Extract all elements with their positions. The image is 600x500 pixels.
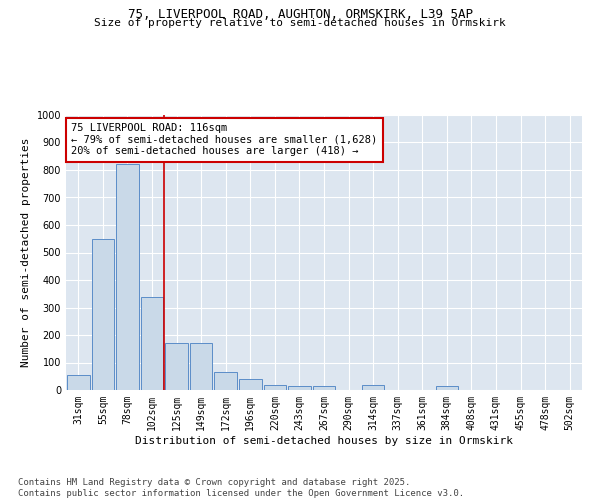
Bar	[362, 384, 385, 390]
Bar	[140, 296, 163, 390]
Text: Size of property relative to semi-detached houses in Ormskirk: Size of property relative to semi-detach…	[94, 18, 506, 28]
Bar	[214, 372, 237, 390]
Y-axis label: Number of semi-detached properties: Number of semi-detached properties	[21, 138, 31, 367]
Bar	[239, 379, 262, 390]
Bar	[288, 386, 311, 390]
Bar	[190, 343, 212, 390]
Text: Contains HM Land Registry data © Crown copyright and database right 2025.
Contai: Contains HM Land Registry data © Crown c…	[18, 478, 464, 498]
Bar	[313, 386, 335, 390]
X-axis label: Distribution of semi-detached houses by size in Ormskirk: Distribution of semi-detached houses by …	[135, 436, 513, 446]
Bar	[116, 164, 139, 390]
Bar	[263, 384, 286, 390]
Bar	[436, 386, 458, 390]
Bar	[67, 375, 89, 390]
Bar	[165, 343, 188, 390]
Bar	[92, 240, 114, 390]
Text: 75 LIVERPOOL ROAD: 116sqm
← 79% of semi-detached houses are smaller (1,628)
20% : 75 LIVERPOOL ROAD: 116sqm ← 79% of semi-…	[71, 123, 377, 156]
Text: 75, LIVERPOOL ROAD, AUGHTON, ORMSKIRK, L39 5AP: 75, LIVERPOOL ROAD, AUGHTON, ORMSKIRK, L…	[128, 8, 473, 20]
